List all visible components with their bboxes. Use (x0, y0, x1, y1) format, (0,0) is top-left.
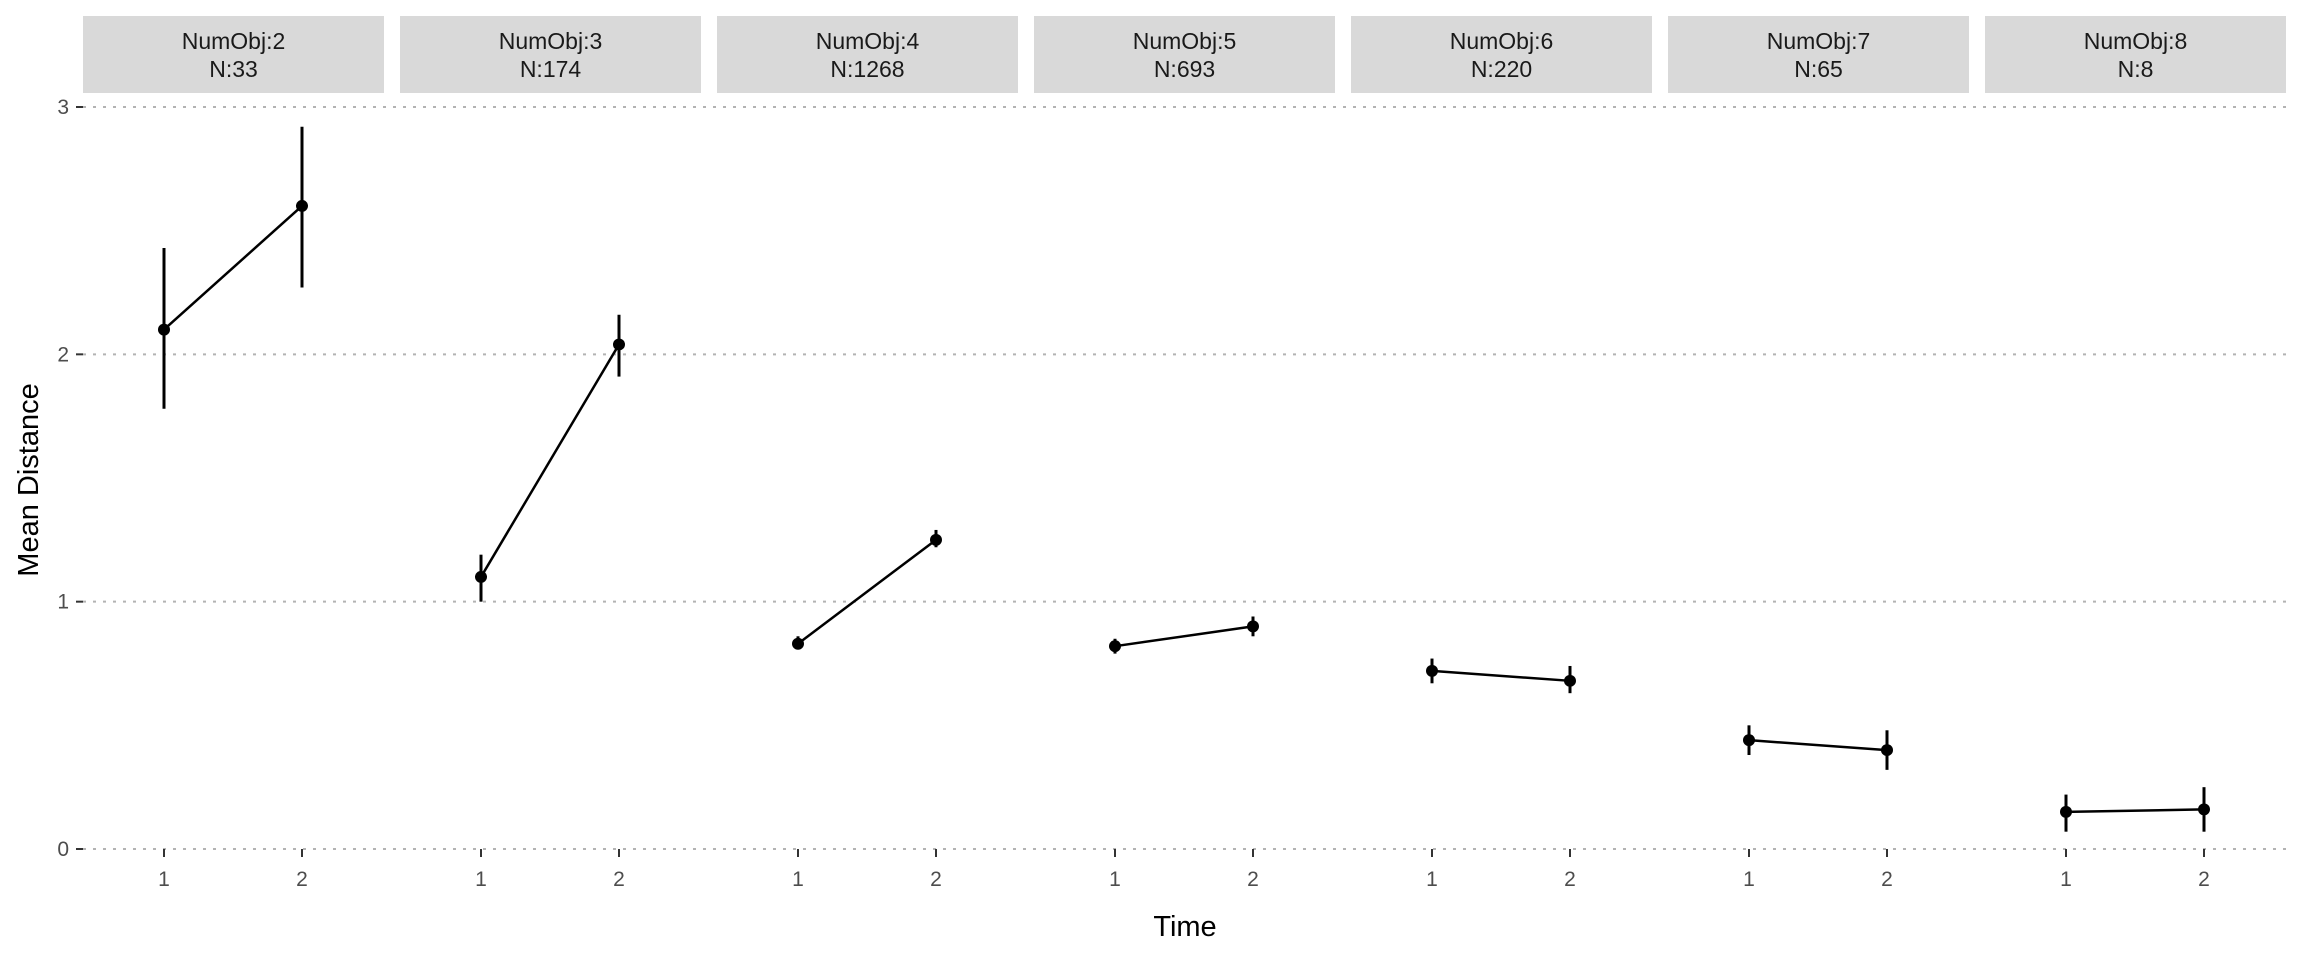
facet-strip-label-numobj: NumObj:7 (1767, 28, 1871, 54)
y-axis: 0 1 2 3 (57, 96, 83, 861)
facet-strip-label-numobj: NumObj:2 (182, 28, 286, 54)
facet-panel-3: NumObj:4N:1268 1 2 (717, 16, 1018, 891)
facet-strip-label-n: N:693 (1154, 56, 1215, 82)
facet-strip-label-n: N:33 (209, 56, 258, 82)
x-tick-label: 2 (1881, 868, 1893, 891)
data-point (2060, 805, 2072, 818)
facet-strip-label-n: N:1268 (830, 56, 904, 82)
data-point (613, 338, 625, 351)
x-tick-label: 1 (792, 868, 804, 891)
x-tick-label: 2 (613, 868, 625, 891)
facet-panel-2: NumObj:3N:174 1 2 (400, 16, 701, 891)
facet-strip (717, 16, 1018, 93)
data-point (1426, 664, 1438, 677)
x-tick-label: 2 (296, 868, 308, 891)
x-tick-label: 1 (1743, 868, 1755, 891)
facet-panel-7: NumObj:8N:8 1 2 (1985, 16, 2286, 891)
facet-strip (1351, 16, 1652, 93)
y-tick-label: 3 (57, 96, 69, 119)
data-point (930, 533, 942, 546)
x-axis-title: Time (1153, 911, 1216, 943)
y-axis-title: Mean Distance (13, 383, 45, 576)
data-point (158, 323, 170, 336)
facet-strip (1985, 16, 2286, 93)
x-tick-label: 1 (158, 868, 170, 891)
x-tick-label: 2 (1564, 868, 1576, 891)
y-tick-label: 2 (57, 343, 69, 366)
facet-panel-6: NumObj:7N:65 1 2 (1668, 16, 1969, 891)
facet-strip (400, 16, 701, 93)
y-tick-label: 1 (57, 591, 69, 614)
x-tick-label: 1 (1426, 868, 1438, 891)
x-tick-label: 2 (2198, 868, 2210, 891)
series-line (479, 343, 621, 578)
series-line (2065, 808, 2205, 814)
facet-strip-label-numobj: NumObj:4 (816, 28, 920, 54)
data-point (1247, 620, 1259, 633)
facet-strip-label-numobj: NumObj:5 (1133, 28, 1237, 54)
data-point (792, 637, 804, 650)
x-tick-label: 1 (1109, 868, 1121, 891)
data-point (1109, 640, 1121, 653)
data-point (1564, 674, 1576, 687)
facet-strip-label-n: N:8 (2118, 56, 2154, 82)
data-point (2198, 803, 2210, 816)
x-tick-label: 2 (930, 868, 942, 891)
facet-strip (1034, 16, 1335, 93)
x-tick-label: 1 (2060, 868, 2072, 891)
facet-panel-5: NumObj:6N:220 1 2 (1351, 16, 1652, 891)
data-point (296, 199, 308, 212)
series-line (1114, 625, 1254, 648)
facet-panel-4: NumObj:5N:693 1 2 (1034, 16, 1335, 891)
facet-strip-label-numobj: NumObj:6 (1450, 28, 1554, 54)
facet-strip (1668, 16, 1969, 93)
y-tick-label: 0 (57, 838, 69, 861)
data-point (1743, 734, 1755, 747)
x-tick-label: 2 (1247, 868, 1259, 891)
facet-strip-label-n: N:220 (1471, 56, 1532, 82)
facet-panel-1: NumObj:2N:33 1 2 (83, 16, 384, 891)
x-tick-label: 1 (475, 868, 487, 891)
series-line (163, 205, 303, 331)
facet-strip-label-n: N:174 (520, 56, 582, 82)
facet-strip (83, 16, 384, 93)
grid-layer (83, 106, 2291, 850)
facet-strip-label-numobj: NumObj:3 (499, 28, 603, 54)
data-point (1881, 744, 1893, 757)
data-point (475, 570, 487, 583)
facet-strip-label-numobj: NumObj:8 (2084, 28, 2188, 54)
series-line (1431, 669, 1571, 683)
series-line (797, 538, 937, 645)
series-line (1748, 738, 1888, 752)
facet-strip-label-n: N:65 (1794, 56, 1843, 82)
